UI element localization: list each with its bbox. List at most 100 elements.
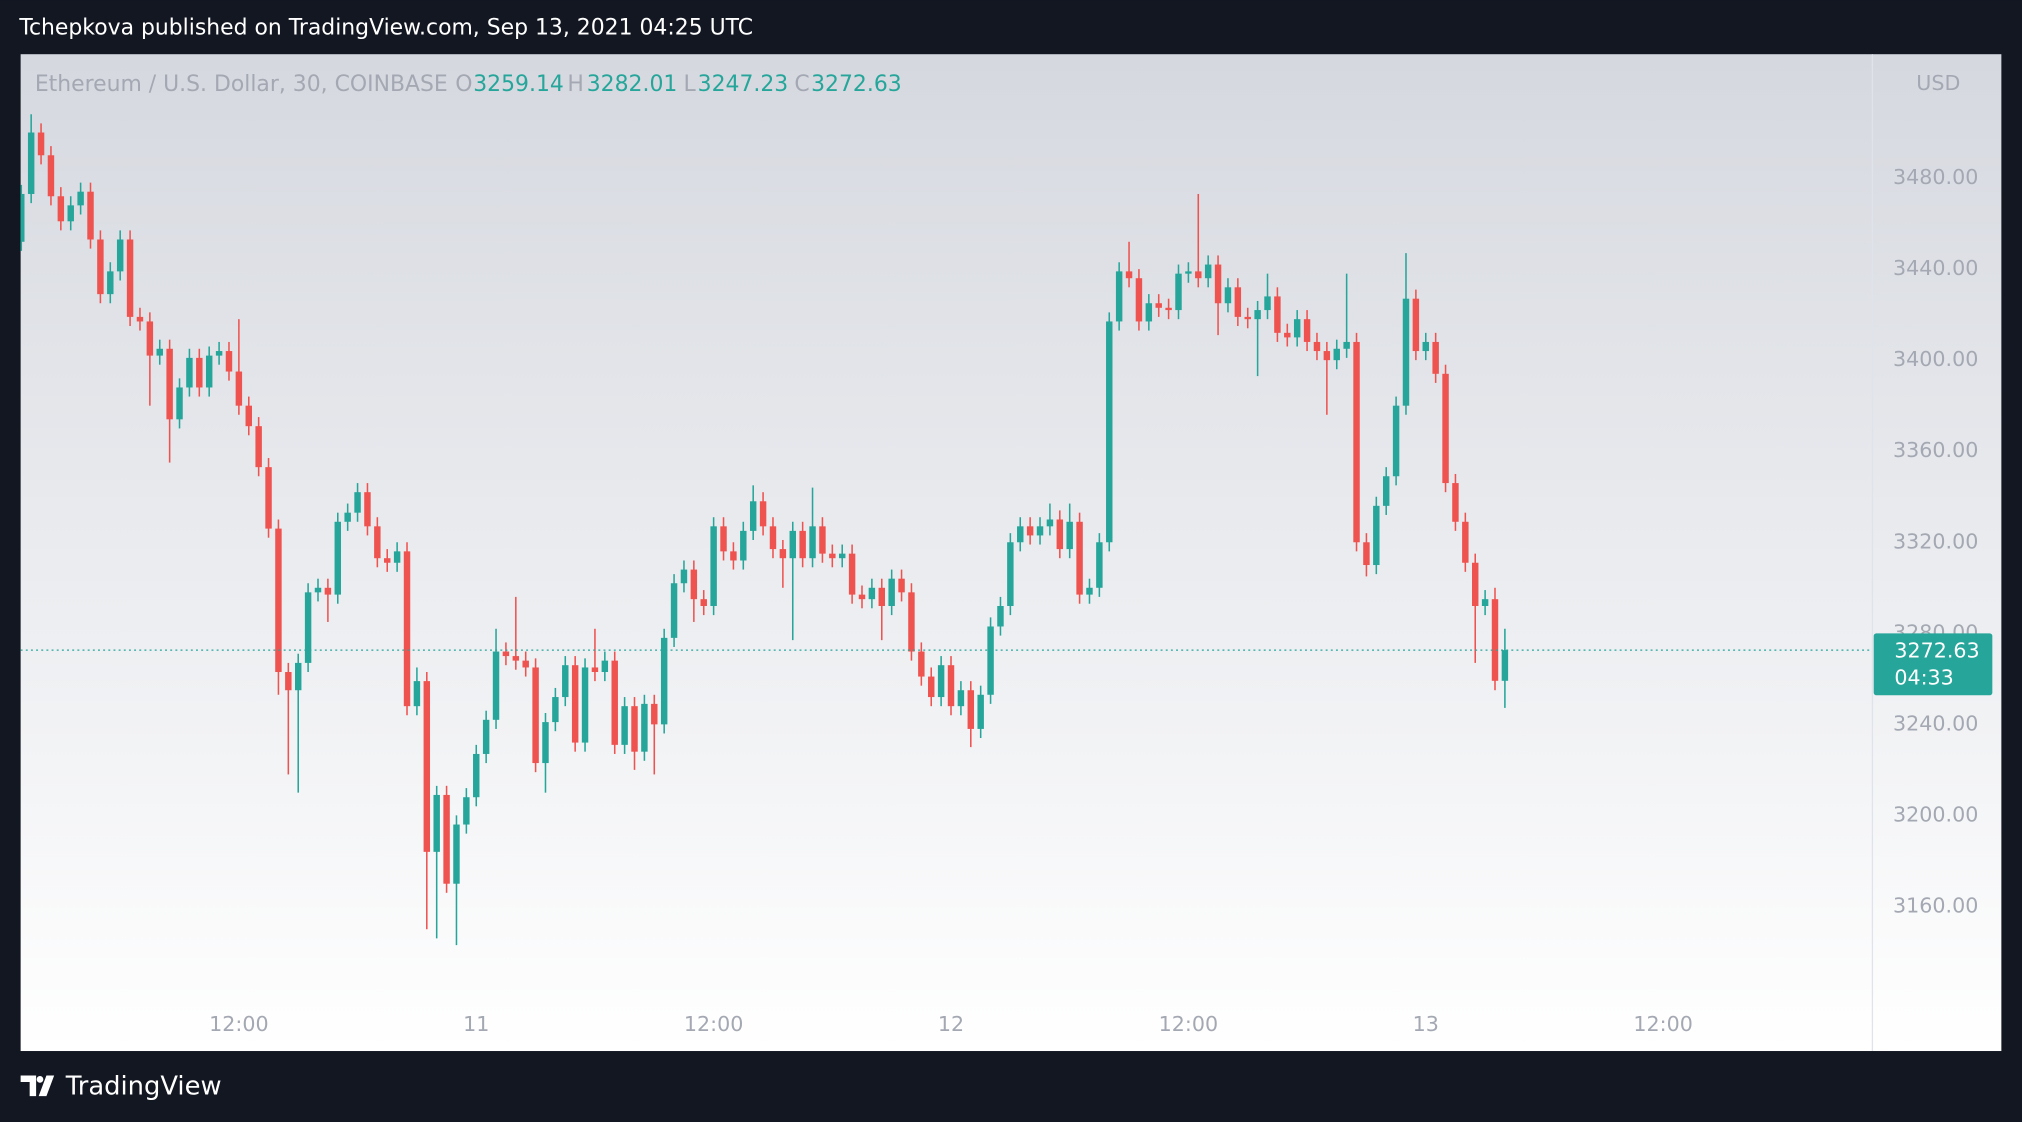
- candle-body: [27, 132, 35, 194]
- candle-body: [878, 587, 885, 606]
- y-tick-label: 3480.00: [1893, 165, 1978, 189]
- candle-body: [1234, 287, 1242, 317]
- candle-body: [1185, 271, 1192, 274]
- candle-body: [77, 191, 84, 206]
- candle-body: [334, 521, 342, 595]
- candle-body: [1392, 405, 1400, 477]
- candle-body: [957, 690, 965, 707]
- candle-body: [245, 405, 252, 427]
- candle-body: [562, 665, 569, 698]
- candle-body: [403, 551, 411, 707]
- candle-body: [1106, 321, 1113, 543]
- candle-body: [166, 348, 173, 420]
- legend-label: O: [455, 72, 472, 97]
- candle-body: [799, 530, 806, 559]
- candle-body: [1491, 599, 1499, 681]
- candle-body: [611, 660, 618, 745]
- candle-body: [809, 526, 816, 559]
- candle-body: [1125, 271, 1133, 279]
- candle-body: [1422, 341, 1429, 352]
- candle-body: [176, 387, 183, 420]
- x-tick-label: 11: [463, 1012, 489, 1036]
- candle-body: [1086, 587, 1093, 595]
- candle-body: [1026, 526, 1034, 536]
- candle-body: [1303, 319, 1311, 342]
- candle-body: [1224, 287, 1232, 304]
- candle-body: [225, 351, 233, 372]
- candle-body: [492, 651, 500, 720]
- candle-body: [631, 706, 638, 752]
- candle-body: [1264, 296, 1271, 311]
- candle-body: [146, 321, 154, 356]
- candle-body: [205, 355, 213, 388]
- candle-body: [344, 512, 351, 522]
- candle-body: [522, 660, 529, 668]
- candle-body: [215, 351, 223, 356]
- candle-body: [354, 492, 361, 513]
- candle-body: [393, 551, 401, 563]
- candle-body: [255, 426, 262, 468]
- candle-body: [156, 348, 163, 356]
- candle-body: [730, 551, 737, 561]
- candle-body: [1284, 332, 1291, 338]
- candle-body: [97, 239, 104, 295]
- candle-body: [1036, 526, 1044, 536]
- candle-body: [1056, 519, 1064, 550]
- candle-body: [502, 651, 510, 657]
- candle-body: [947, 665, 955, 707]
- candle-body: [1155, 303, 1162, 308]
- candle-body: [740, 530, 747, 561]
- candle-body: [265, 467, 272, 529]
- candle-body: [443, 794, 450, 884]
- legend-low: 3247.23: [698, 72, 789, 97]
- candle-body: [1165, 307, 1172, 311]
- candle-body: [1135, 278, 1143, 322]
- candle-body: [670, 583, 678, 638]
- candle-body: [1462, 521, 1469, 563]
- candle-body: [423, 681, 431, 852]
- y-tick-label: 3360.00: [1893, 438, 1978, 462]
- publish-info: Tchepkova published on TradingView.com, …: [18, 15, 753, 40]
- candle-body: [47, 155, 55, 197]
- candle-body: [107, 271, 114, 295]
- candle-body: [314, 587, 322, 593]
- candle-body: [918, 651, 925, 677]
- candle-body: [1214, 264, 1222, 304]
- candle-body: [1481, 599, 1489, 606]
- candle-body: [601, 660, 609, 673]
- candle-body: [1501, 650, 1509, 681]
- candle-body: [463, 797, 470, 825]
- x-tick-label: 13: [1413, 1012, 1439, 1036]
- candle-body: [1353, 341, 1360, 543]
- candle-body: [898, 578, 905, 593]
- axes: 3160.003200.003240.003280.003320.003360.…: [209, 165, 1993, 1036]
- x-tick-label: 12:00: [684, 1012, 743, 1036]
- candle-body: [1017, 526, 1024, 543]
- logo-dot: [36, 1076, 44, 1083]
- candle-body: [700, 599, 707, 606]
- candle-body: [384, 558, 391, 563]
- candle-body: [552, 697, 559, 723]
- y-tick-label: 3440.00: [1893, 256, 1978, 280]
- candle-body: [987, 626, 994, 695]
- candle-body: [364, 492, 371, 527]
- candle-body: [710, 526, 717, 606]
- candle-body: [1471, 562, 1479, 606]
- symbol-title: Ethereum / U.S. Dollar, 30, COINBASE: [35, 72, 448, 97]
- candle-body: [57, 196, 65, 222]
- y-tick-label: 3200.00: [1893, 802, 1978, 826]
- legend-high: 3282.01: [587, 72, 678, 97]
- candle-body: [1115, 271, 1123, 322]
- candle-body: [1432, 341, 1439, 374]
- candle-body: [1244, 316, 1251, 320]
- candle-body: [1313, 341, 1321, 352]
- candle-body: [1254, 310, 1261, 320]
- candle-body: [542, 722, 549, 764]
- candle-body: [1195, 271, 1202, 279]
- candle-body: [858, 594, 866, 600]
- candle-body: [779, 549, 787, 559]
- candle-body: [275, 528, 282, 673]
- x-tick-label: 12:00: [209, 1012, 268, 1036]
- candle-body: [1046, 519, 1054, 527]
